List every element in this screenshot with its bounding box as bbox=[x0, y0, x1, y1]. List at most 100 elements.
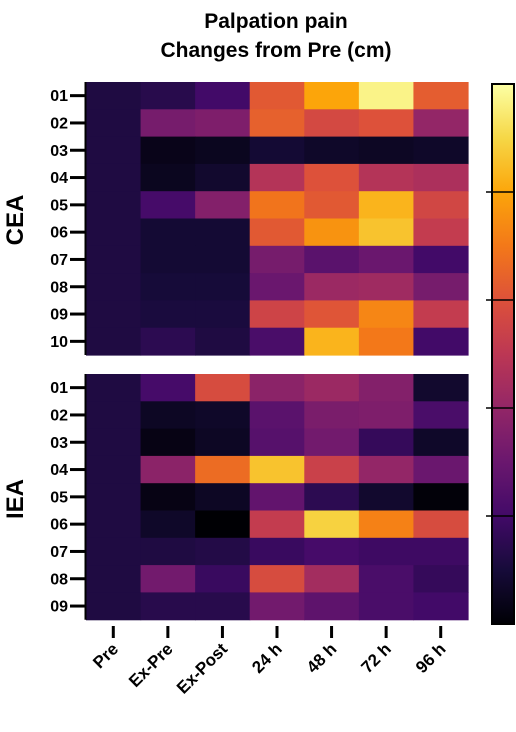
heatmap-cell bbox=[249, 428, 305, 457]
row-label: 09 bbox=[50, 307, 68, 324]
heatmap-cell bbox=[86, 537, 142, 566]
heatmap-cell bbox=[249, 136, 305, 165]
row-label: 08 bbox=[50, 571, 68, 588]
heatmap-cell bbox=[86, 483, 142, 512]
column-label: Pre bbox=[89, 639, 122, 672]
heatmap-cell bbox=[195, 245, 251, 274]
heatmap-cell bbox=[140, 401, 196, 430]
heatmap-cell bbox=[304, 218, 360, 247]
heatmap-cell bbox=[249, 273, 305, 301]
heatmap-cell bbox=[195, 273, 251, 301]
column-label: Ex-Post bbox=[173, 639, 231, 697]
heatmap-cell bbox=[304, 300, 360, 329]
heatmap-cell bbox=[413, 327, 469, 356]
row-label: 01 bbox=[50, 380, 68, 397]
heatmap-cell bbox=[358, 273, 415, 301]
heatmap-cell bbox=[249, 401, 305, 430]
heatmap-cell bbox=[86, 300, 142, 329]
heatmap-cell bbox=[195, 374, 251, 402]
heatmap-cell bbox=[195, 483, 251, 512]
heatmap-cell bbox=[358, 327, 415, 356]
heatmap-cell bbox=[358, 191, 415, 220]
heatmap-cell bbox=[358, 218, 415, 247]
heatmap-cell bbox=[249, 218, 305, 247]
heatmap-cell bbox=[195, 218, 251, 247]
heatmap-cell bbox=[304, 483, 360, 512]
heatmap-cell bbox=[86, 401, 142, 430]
heatmap-cell bbox=[413, 537, 469, 566]
heatmap-cell bbox=[86, 218, 142, 247]
heatmap-cell bbox=[86, 510, 142, 539]
heatmap-cell bbox=[140, 163, 196, 192]
row-label: 06 bbox=[50, 225, 68, 242]
heatmap-cell bbox=[195, 592, 251, 621]
heatmap-cell bbox=[86, 109, 142, 138]
column-label: Ex-Pre bbox=[125, 639, 177, 691]
heatmap-cell bbox=[413, 300, 469, 329]
heatmap-cell bbox=[249, 327, 305, 356]
heatmap-cell bbox=[195, 455, 251, 484]
heatmap-cell bbox=[140, 218, 196, 247]
row-label: 03 bbox=[50, 435, 68, 452]
heatmap-cell bbox=[413, 273, 469, 301]
heatmap-cell bbox=[304, 565, 360, 593]
heatmap-cell bbox=[86, 565, 142, 593]
heatmap-cell bbox=[249, 374, 305, 402]
heatmap-cell bbox=[304, 401, 360, 430]
heatmap-cell bbox=[304, 109, 360, 138]
heatmap-cell bbox=[358, 300, 415, 329]
heatmap-cell bbox=[249, 163, 305, 192]
heatmap-cell bbox=[86, 592, 142, 621]
heatmap-cell bbox=[86, 136, 142, 165]
heatmap-cell bbox=[249, 455, 305, 484]
heatmap-cell bbox=[413, 82, 469, 110]
heatmap-cell bbox=[140, 245, 196, 274]
heatmap-cell bbox=[195, 401, 251, 430]
heatmap-cell bbox=[86, 327, 142, 356]
heatmap-cell bbox=[413, 483, 469, 512]
heatmap-cell bbox=[358, 483, 415, 512]
heatmap-cell bbox=[249, 245, 305, 274]
row-label: 10 bbox=[50, 334, 68, 351]
row-labels: 01 02 03 04 05 06 07 08 09 10 01 02 03 04 05 06 07 08 09 bbox=[50, 82, 87, 620]
heatmap-cell bbox=[413, 565, 469, 593]
heatmap-cell bbox=[140, 191, 196, 220]
heatmap-cell bbox=[86, 245, 142, 274]
heatmap-cell bbox=[358, 82, 415, 110]
heatmap-cell bbox=[413, 245, 469, 274]
heatmap-cell bbox=[140, 592, 196, 621]
heatmap-cell bbox=[195, 428, 251, 457]
column-label: 48 h bbox=[303, 639, 340, 676]
row-label: 07 bbox=[50, 544, 68, 561]
chart-title-line-2: Changes from Pre (cm) bbox=[160, 39, 391, 62]
heatmap-cell bbox=[304, 273, 360, 301]
colorbar-segment bbox=[492, 516, 514, 625]
heatmap-cell bbox=[304, 374, 360, 402]
heatmap-cell bbox=[86, 191, 142, 220]
heatmap-cell bbox=[86, 273, 142, 301]
heatmap-cell bbox=[86, 82, 142, 110]
row-label: 09 bbox=[50, 599, 68, 616]
row-label: 01 bbox=[50, 88, 68, 105]
row-label: 08 bbox=[50, 279, 68, 296]
heatmap-cell bbox=[140, 109, 196, 138]
heatmap-cell bbox=[249, 191, 305, 220]
row-label: 05 bbox=[50, 197, 68, 214]
row-label: 03 bbox=[50, 143, 68, 160]
heatmap-cell bbox=[358, 136, 415, 165]
heatmap-cell bbox=[195, 300, 251, 329]
heatmap-cell bbox=[358, 565, 415, 593]
heatmap-cell bbox=[304, 537, 360, 566]
heatmap-cell bbox=[304, 510, 360, 539]
heatmap-cell bbox=[140, 136, 196, 165]
row-label: 02 bbox=[50, 115, 68, 132]
heatmap-cell bbox=[140, 483, 196, 512]
heatmap-cell bbox=[86, 163, 142, 192]
colorbar-frame bbox=[491, 83, 515, 625]
heatmap-cell bbox=[140, 374, 196, 402]
heatmap-cell bbox=[358, 455, 415, 484]
heatmap-cell bbox=[195, 109, 251, 138]
heatmap-cell bbox=[413, 510, 469, 539]
